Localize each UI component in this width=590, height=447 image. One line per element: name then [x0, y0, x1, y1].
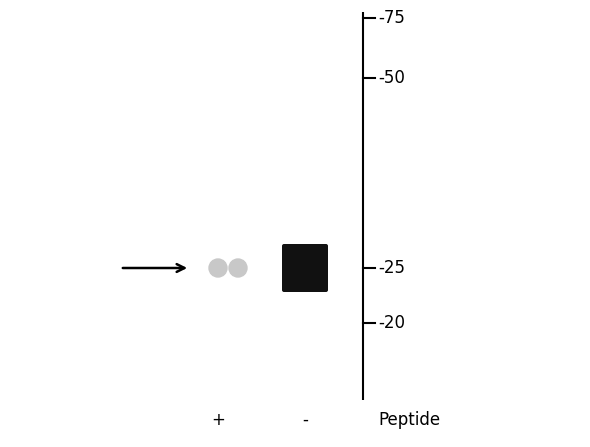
Circle shape	[229, 259, 247, 277]
Text: -50: -50	[378, 69, 405, 87]
Circle shape	[209, 259, 227, 277]
Text: Peptide: Peptide	[378, 411, 440, 429]
Text: -75: -75	[378, 9, 405, 27]
Text: -: -	[302, 411, 308, 429]
Text: -20: -20	[378, 314, 405, 332]
FancyBboxPatch shape	[282, 244, 328, 292]
Text: -25: -25	[378, 259, 405, 277]
Text: +: +	[211, 411, 225, 429]
